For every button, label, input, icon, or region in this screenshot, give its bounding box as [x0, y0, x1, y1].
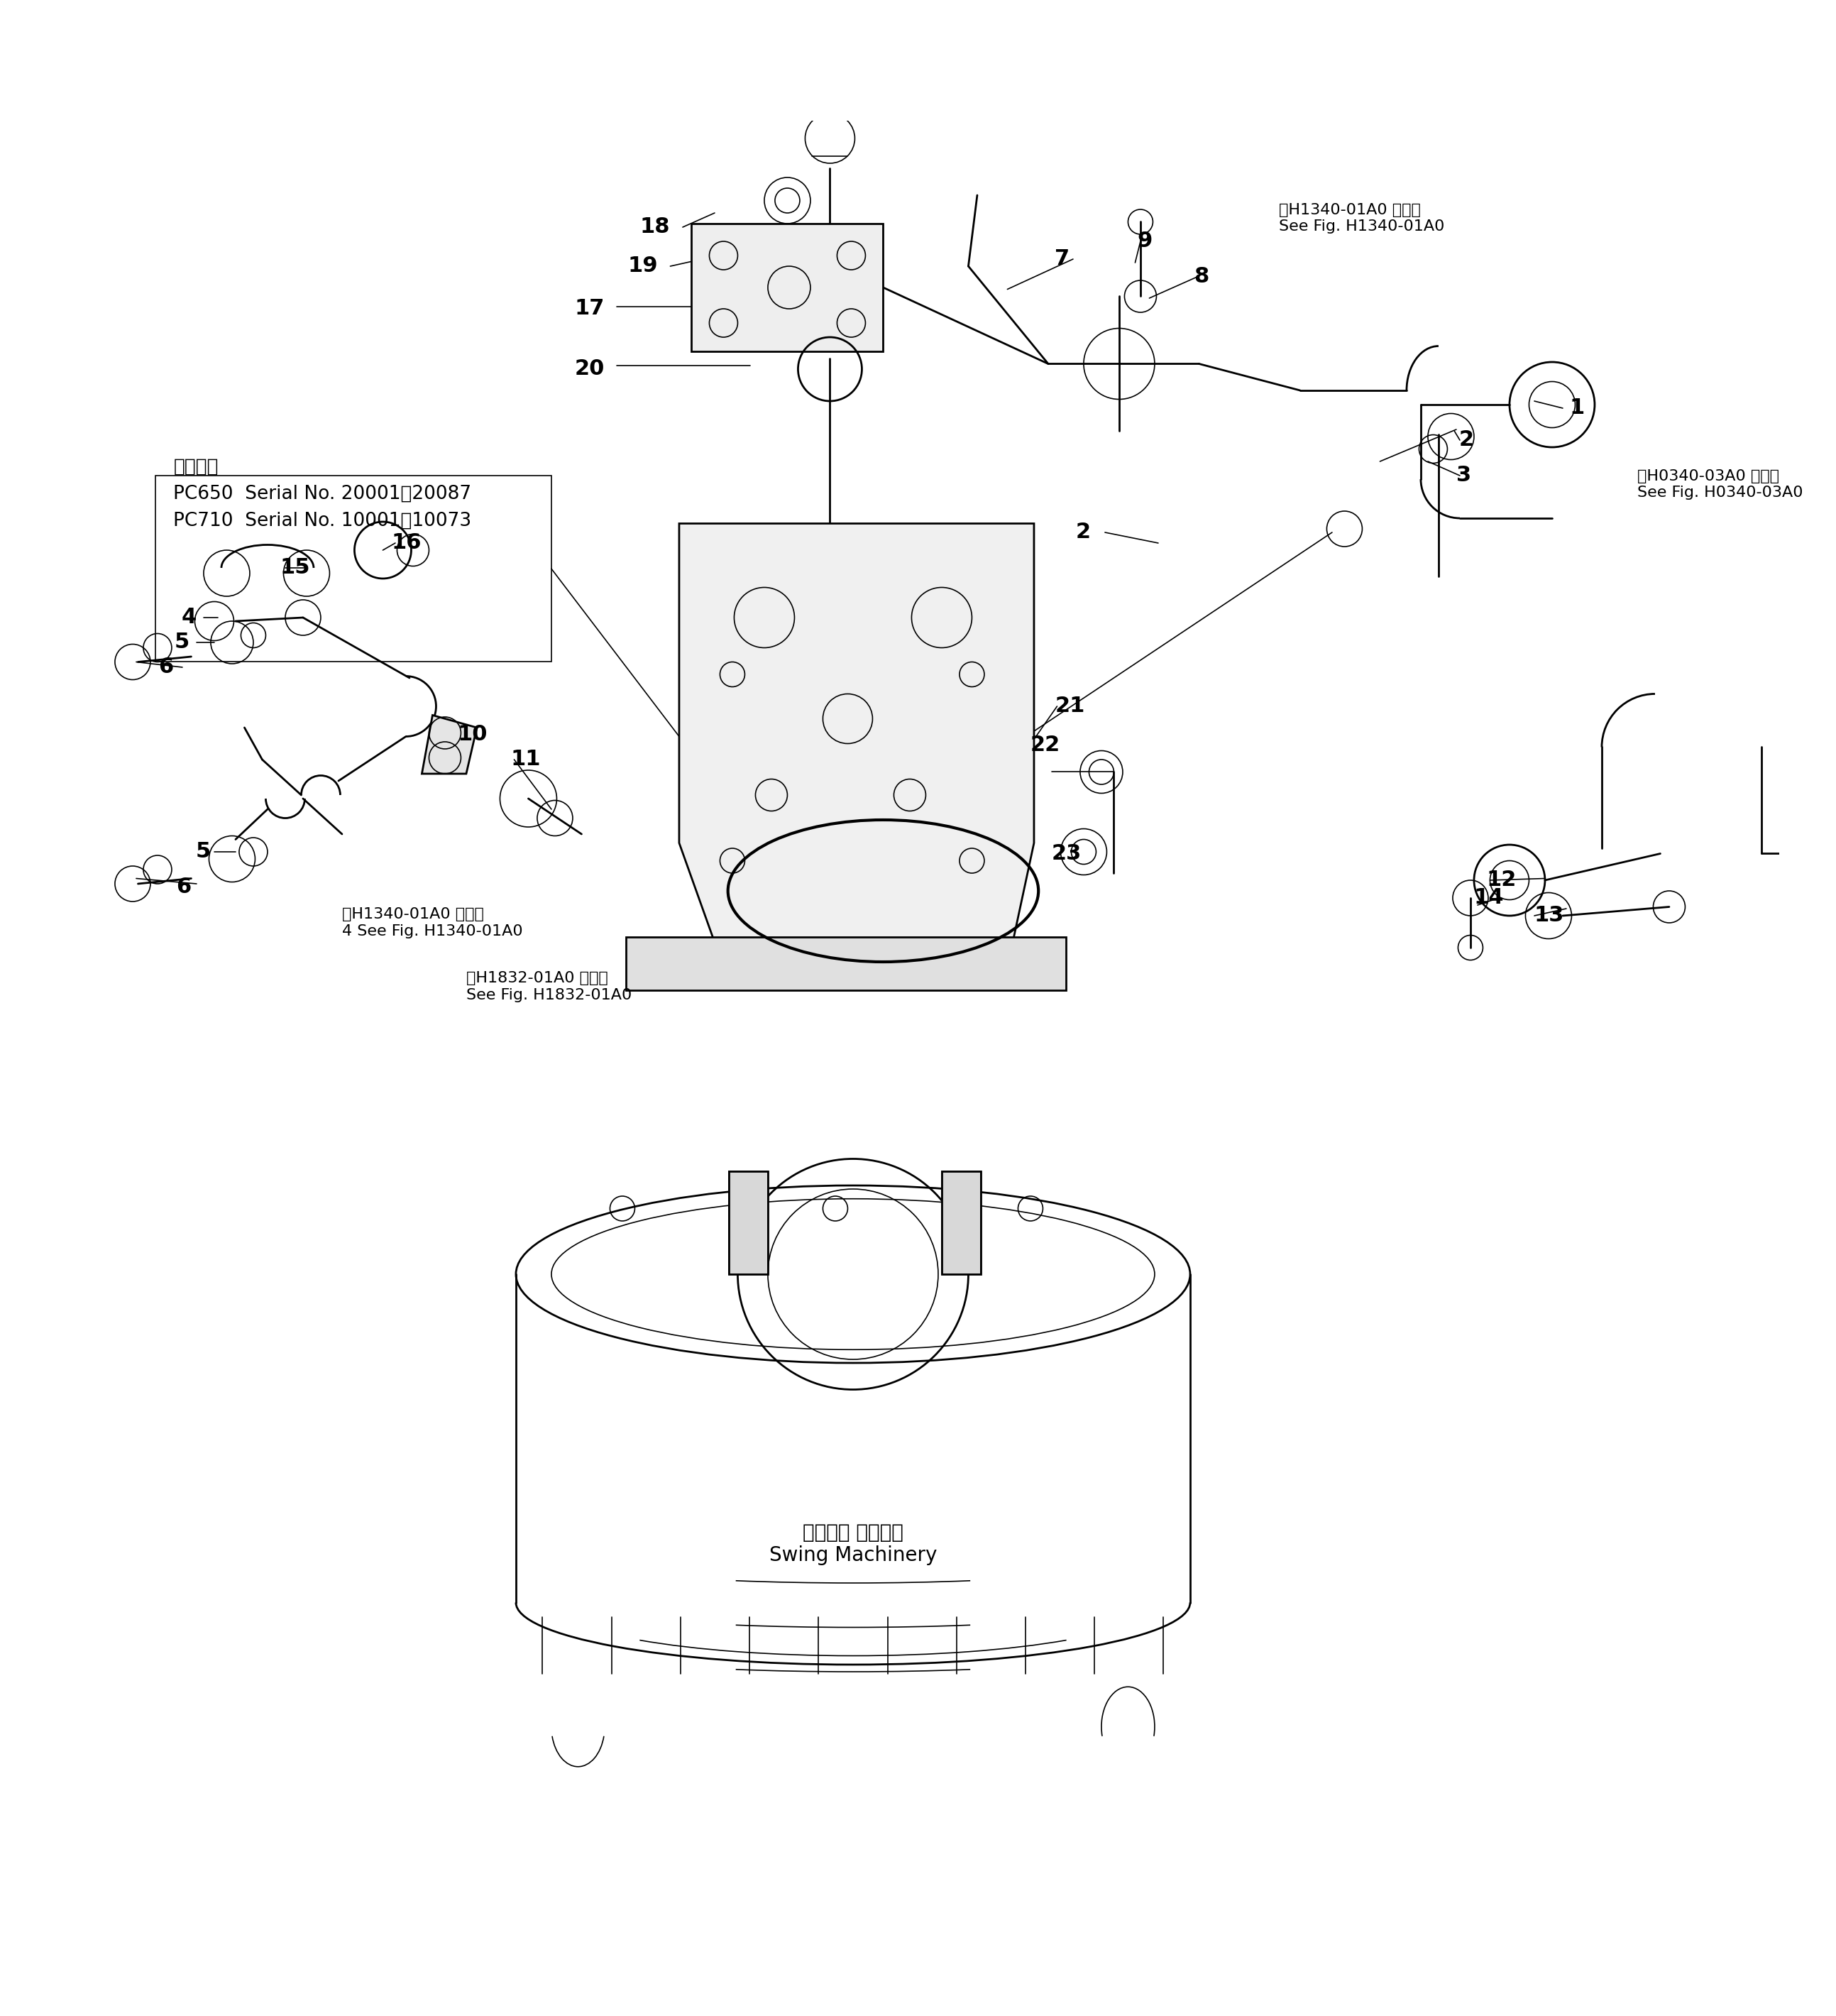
Text: 14: 14 — [1474, 887, 1504, 909]
Text: 第H0340-03A0 図参照
See Fig. H0340-03A0: 第H0340-03A0 図参照 See Fig. H0340-03A0 — [1638, 470, 1803, 500]
FancyBboxPatch shape — [942, 1171, 980, 1274]
FancyBboxPatch shape — [692, 224, 883, 351]
Text: 23: 23 — [1052, 843, 1081, 865]
Text: 9: 9 — [1136, 232, 1151, 252]
Text: 13: 13 — [1535, 905, 1564, 925]
Text: 7: 7 — [1054, 248, 1070, 270]
Text: 17: 17 — [575, 298, 604, 319]
Text: 22: 22 — [1030, 736, 1061, 756]
Text: 6: 6 — [158, 657, 173, 677]
Text: 20: 20 — [575, 359, 604, 379]
Text: 5: 5 — [174, 633, 189, 653]
Text: 16: 16 — [391, 532, 422, 552]
Text: 10: 10 — [457, 724, 488, 746]
Text: 2: 2 — [1076, 522, 1091, 542]
Text: 18: 18 — [641, 218, 670, 238]
Text: 第H1340-01A0 図参照
4 See Fig. H1340-01A0: 第H1340-01A0 図参照 4 See Fig. H1340-01A0 — [341, 907, 523, 937]
Text: 3: 3 — [1456, 466, 1471, 486]
Text: 1: 1 — [1570, 397, 1584, 419]
Polygon shape — [422, 716, 477, 774]
Text: 第H1832-01A0 図参照
See Fig. H1832-01A0: 第H1832-01A0 図参照 See Fig. H1832-01A0 — [466, 972, 632, 1002]
Text: 2: 2 — [1460, 429, 1474, 450]
Text: 21: 21 — [1056, 696, 1085, 716]
Text: 8: 8 — [1193, 266, 1208, 286]
Text: 12: 12 — [1487, 871, 1517, 891]
FancyBboxPatch shape — [729, 1171, 767, 1274]
Text: 第H1340-01A0 図参照
See Fig. H1340-01A0: 第H1340-01A0 図参照 See Fig. H1340-01A0 — [1280, 204, 1445, 234]
Text: 11: 11 — [510, 750, 542, 770]
Text: 15: 15 — [279, 558, 310, 579]
Text: スイング マシナリ
Swing Machinery: スイング マシナリ Swing Machinery — [769, 1522, 936, 1564]
Text: 5: 5 — [196, 841, 211, 863]
Text: 4: 4 — [182, 607, 196, 627]
Polygon shape — [679, 524, 1034, 968]
Text: 6: 6 — [176, 877, 191, 897]
Text: 19: 19 — [628, 256, 657, 276]
Polygon shape — [626, 937, 1067, 990]
Text: 適用号機
PC650  Serial No. 20001～20087
PC710  Serial No. 10001～10073: 適用号機 PC650 Serial No. 20001～20087 PC710 … — [173, 458, 472, 530]
